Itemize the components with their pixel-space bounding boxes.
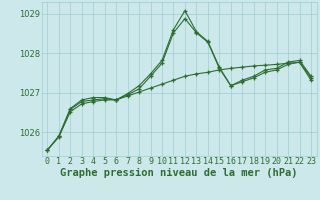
X-axis label: Graphe pression niveau de la mer (hPa): Graphe pression niveau de la mer (hPa) xyxy=(60,168,298,178)
